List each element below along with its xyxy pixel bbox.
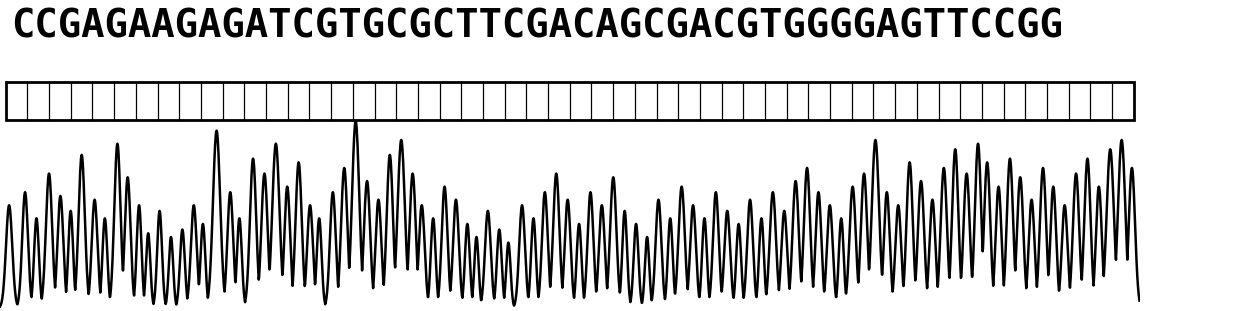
Text: CCGAGAAGAGATCGTGCGCTTCGACAGCGACGTGGGGAGTTCCGG: CCGAGAAGAGATCGTGCGCTTCGACAGCGACGTGGGGAGT… xyxy=(11,7,1063,45)
Bar xyxy=(6,82,1133,120)
